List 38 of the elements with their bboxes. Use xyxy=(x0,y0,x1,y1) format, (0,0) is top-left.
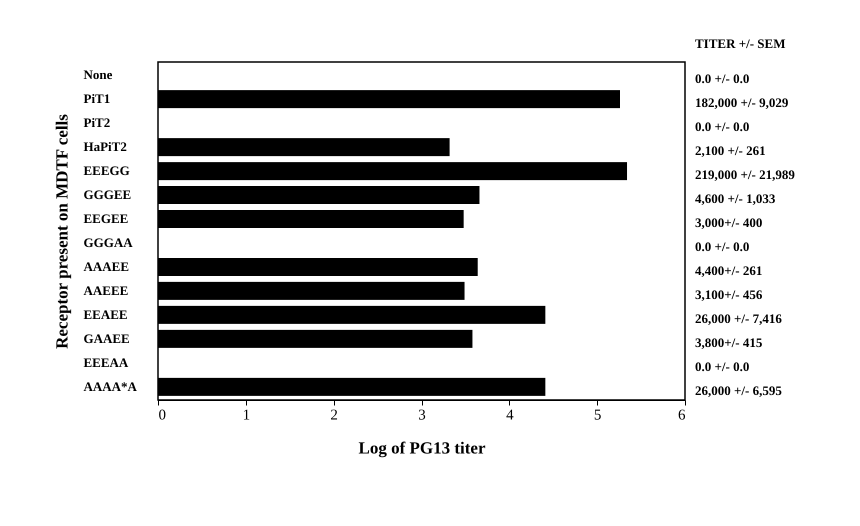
text: 0.0 +/- 0.0 xyxy=(695,358,750,374)
text: 219,000 +/- 21,989 xyxy=(695,167,796,182)
x-tick-label: 0 xyxy=(158,408,166,424)
x-tick-label: 2 xyxy=(330,408,338,424)
text: 0.0 +/- 0.0 xyxy=(695,71,750,86)
text: 3,100+/- 456 xyxy=(695,286,763,302)
text: 0.0 +/- 0.0 xyxy=(695,238,750,254)
y-tick-label: PiT1 xyxy=(84,91,110,106)
x-tick-label: 1 xyxy=(242,408,250,424)
text: 3,800+/- 415 xyxy=(695,334,763,350)
y-axis-title: Receptor present on MDTF cells xyxy=(52,114,72,349)
y-tick-label: GGGEE xyxy=(84,187,132,202)
x-tick-label: 5 xyxy=(594,408,602,424)
text: 182,000 +/- 9,029 xyxy=(695,95,789,110)
x-tick-label: 3 xyxy=(418,408,426,424)
text: TITER +/- SEM xyxy=(695,36,786,51)
x-axis-title: Log of PG13 titer xyxy=(358,438,486,458)
y-tick-label: AAAEE xyxy=(84,258,130,274)
y-tick-label: AAAA*A xyxy=(84,378,138,394)
text: 2,100 +/- 261 xyxy=(695,143,766,158)
y-tick-label: EEEAA xyxy=(84,354,129,370)
text: 0.0 +/- 0.0 xyxy=(695,119,750,134)
y-tick-label: EEEGG xyxy=(84,163,130,178)
text: 4,400+/- 261 xyxy=(695,262,762,278)
y-tick-label: EEAEE xyxy=(84,306,128,322)
x-tick-label: 6 xyxy=(678,408,686,424)
y-tick-label: AAEEE xyxy=(84,282,128,298)
y-tick-label: EEGEE xyxy=(84,211,128,226)
text: 26,000 +/- 6,595 xyxy=(695,382,782,398)
text: 3,000+/- 400 xyxy=(695,215,762,230)
x-tick-label: 4 xyxy=(506,408,514,424)
y-tick-label: PiT2 xyxy=(84,115,110,130)
text: 26,000 +/- 7,416 xyxy=(695,310,782,326)
y-tick-label: GGGAA xyxy=(84,234,134,250)
y-tick-label: GAAEE xyxy=(84,330,130,346)
y-tick-label: HaPiT2 xyxy=(84,139,127,154)
text: 4,600 +/- 1,033 xyxy=(695,191,776,206)
y-tick-label: None xyxy=(84,67,113,82)
